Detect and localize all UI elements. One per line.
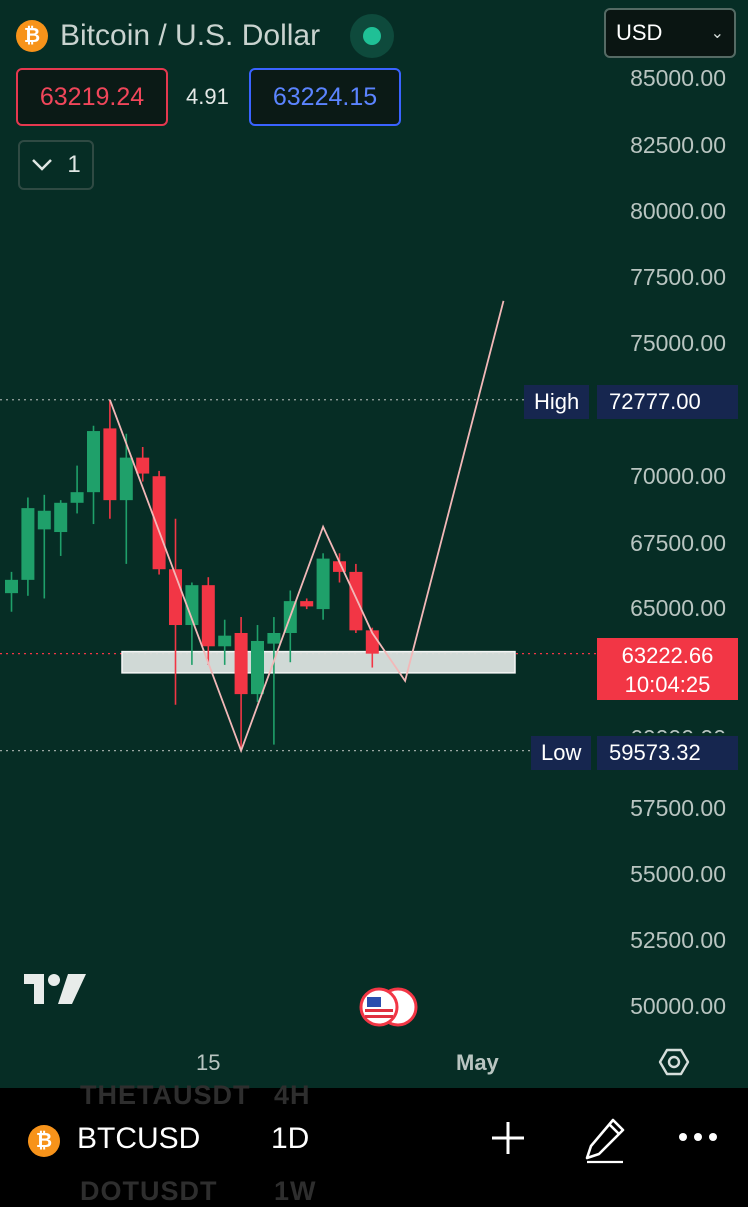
- price-tick: 65000.00: [630, 595, 726, 621]
- candle-body: [119, 457, 133, 501]
- price-tick: 55000.00: [630, 861, 726, 887]
- bitcoin-icon: ₿: [28, 1125, 60, 1157]
- indicator-count: 1: [67, 151, 81, 178]
- tradingview-logo-icon: [24, 974, 86, 1004]
- price-tick: 52500.00: [630, 927, 726, 953]
- price-tick: 75000.00: [630, 330, 726, 356]
- pair-title: Bitcoin / U.S. Dollar: [60, 19, 321, 52]
- market-status-icon[interactable]: [350, 14, 395, 58]
- candle-body: [152, 476, 166, 570]
- more-options-icon[interactable]: [678, 1132, 718, 1142]
- buy-price-button[interactable]: 63224.15: [249, 68, 401, 126]
- candle-body: [103, 428, 117, 501]
- sell-price-button[interactable]: 63219.24: [16, 68, 168, 126]
- bottom-toolbar: THETAUSDT 4H DOTUSDT 1W: [0, 1080, 748, 1206]
- chart-settings-icon[interactable]: [658, 1046, 690, 1078]
- price-tick: 85000.00: [630, 65, 726, 91]
- candle-body: [234, 633, 248, 695]
- title-row: ₿ Bitcoin / U.S. Dollar: [16, 14, 395, 58]
- price-tick: 80000.00: [630, 198, 726, 224]
- ghost-symbol: DOTUSDT: [80, 1176, 218, 1206]
- high-value: 72777.00: [597, 385, 738, 419]
- price-tick: 67500.00: [630, 530, 726, 556]
- currency-value: USD: [616, 20, 663, 45]
- interval-selector[interactable]: 1D: [271, 1122, 310, 1155]
- candle-body: [21, 508, 35, 580]
- candle-body: [251, 640, 264, 695]
- price-tick: 70000.00: [630, 463, 726, 489]
- symbol-selector[interactable]: BTCUSD: [77, 1122, 201, 1155]
- price-tick: 82500.00: [630, 132, 726, 158]
- candle-body: [37, 510, 51, 530]
- time-label: May: [456, 1050, 499, 1075]
- low-value: 59573.32: [597, 736, 738, 770]
- current-price: 63222.66: [621, 643, 714, 668]
- candle-body: [5, 579, 18, 594]
- plus-icon[interactable]: [488, 1118, 528, 1158]
- currency-select[interactable]: USD ⌄: [604, 8, 736, 58]
- time-label: 15: [196, 1050, 221, 1075]
- drawing-tool-icon[interactable]: [583, 1116, 627, 1164]
- indicators-toggle-button[interactable]: 1: [18, 140, 94, 190]
- ghost-interval: 1W: [274, 1176, 317, 1206]
- candle-body: [185, 585, 199, 626]
- price-tick: 77500.00: [630, 264, 726, 290]
- price-tick-hidden: 60000.00: [600, 725, 726, 733]
- candle-body: [201, 585, 215, 647]
- bitcoin-icon: ₿: [16, 20, 48, 52]
- price-tick: 57500.00: [630, 795, 726, 821]
- chart-area[interactable]: ₿ Bitcoin / U.S. Dollar USD ⌄ 63219.24 4…: [0, 0, 748, 1088]
- chevron-down-icon: ⌄: [710, 25, 724, 42]
- projection-path: [109, 300, 505, 754]
- spread-value: 4.91: [186, 84, 229, 109]
- candle-body: [333, 561, 346, 572]
- candle-body: [87, 431, 100, 493]
- current-price-tag: 63222.66 10:04:25: [597, 638, 738, 700]
- chart-canvas[interactable]: [0, 0, 748, 1088]
- us-economic-event-icon[interactable]: [358, 985, 420, 1029]
- candle-body: [267, 633, 281, 644]
- price-tick: 50000.00: [630, 993, 726, 1019]
- low-label: Low: [531, 736, 592, 770]
- ghost-interval: 4H: [274, 1080, 311, 1110]
- ghost-symbol: THETAUSDT: [80, 1080, 251, 1110]
- candle-body: [218, 635, 232, 647]
- candle-body: [300, 601, 314, 607]
- candle-body: [349, 571, 363, 631]
- candle-body: [136, 457, 150, 474]
- candle-body: [70, 492, 84, 503]
- support-zone: [121, 650, 516, 674]
- candle-body: [54, 502, 68, 533]
- chevron-down-icon: [32, 159, 53, 171]
- candle-body: [316, 558, 330, 610]
- candle-countdown: 10:04:25: [624, 672, 711, 697]
- high-label: High: [524, 385, 590, 419]
